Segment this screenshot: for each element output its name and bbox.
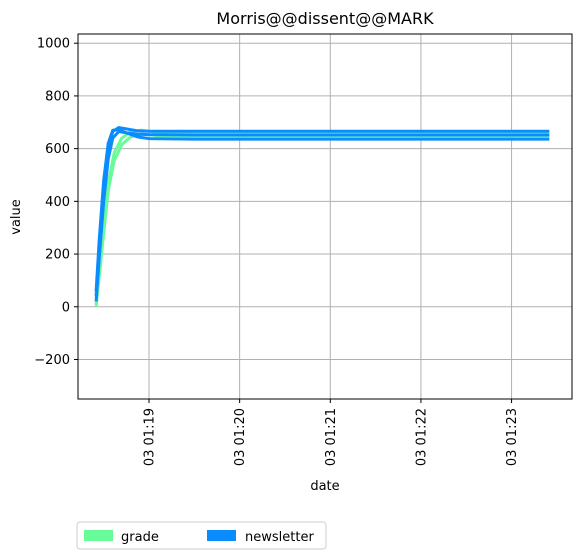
- series-line-newsletter-1: [94, 126, 550, 297]
- x-tick-label: 03 01:23: [505, 408, 520, 466]
- y-tick-label: 1000: [37, 37, 70, 52]
- plot-frame: [77, 33, 573, 400]
- series-line-grade-0: [94, 132, 550, 307]
- x-axis-label: date: [310, 479, 339, 494]
- legend: grade newsletter: [76, 521, 327, 550]
- y-axis-label: value: [9, 199, 24, 235]
- x-tick-label: 03 01:20: [233, 408, 248, 466]
- series-line-newsletter-0: [94, 130, 550, 302]
- y-tick-label: 0: [62, 300, 70, 315]
- series-line-grade-1: [94, 128, 550, 305]
- y-tick-label: 800: [45, 89, 70, 104]
- y-tick-label: 200: [45, 248, 70, 263]
- plot-series: [94, 126, 550, 307]
- x-axis: 03 01:19 03 01:20 03 01:21 03 01:22 03 01:23: [143, 399, 520, 466]
- x-tick-label: 03 01:21: [324, 408, 339, 466]
- x-tick-label: 03 01:19: [143, 408, 158, 466]
- legend-swatch-newsletter: [207, 530, 236, 541]
- legend-label-newsletter: newsletter: [245, 530, 314, 545]
- x-tick-label: 03 01:22: [414, 408, 429, 466]
- legend-label-grade: grade: [121, 530, 159, 545]
- y-tick-label: 600: [45, 142, 70, 157]
- y-tick-label: −200: [34, 353, 70, 368]
- legend-swatch-grade: [84, 530, 113, 541]
- y-axis: −200 0 200 400 600 800 1000: [34, 37, 78, 368]
- chart-title: Morris@@dissent@@MARK: [216, 9, 434, 28]
- legend-frame: [76, 521, 327, 550]
- grid: [78, 34, 572, 399]
- series-line-newsletter-2: [94, 128, 550, 292]
- y-tick-label: 400: [45, 195, 70, 210]
